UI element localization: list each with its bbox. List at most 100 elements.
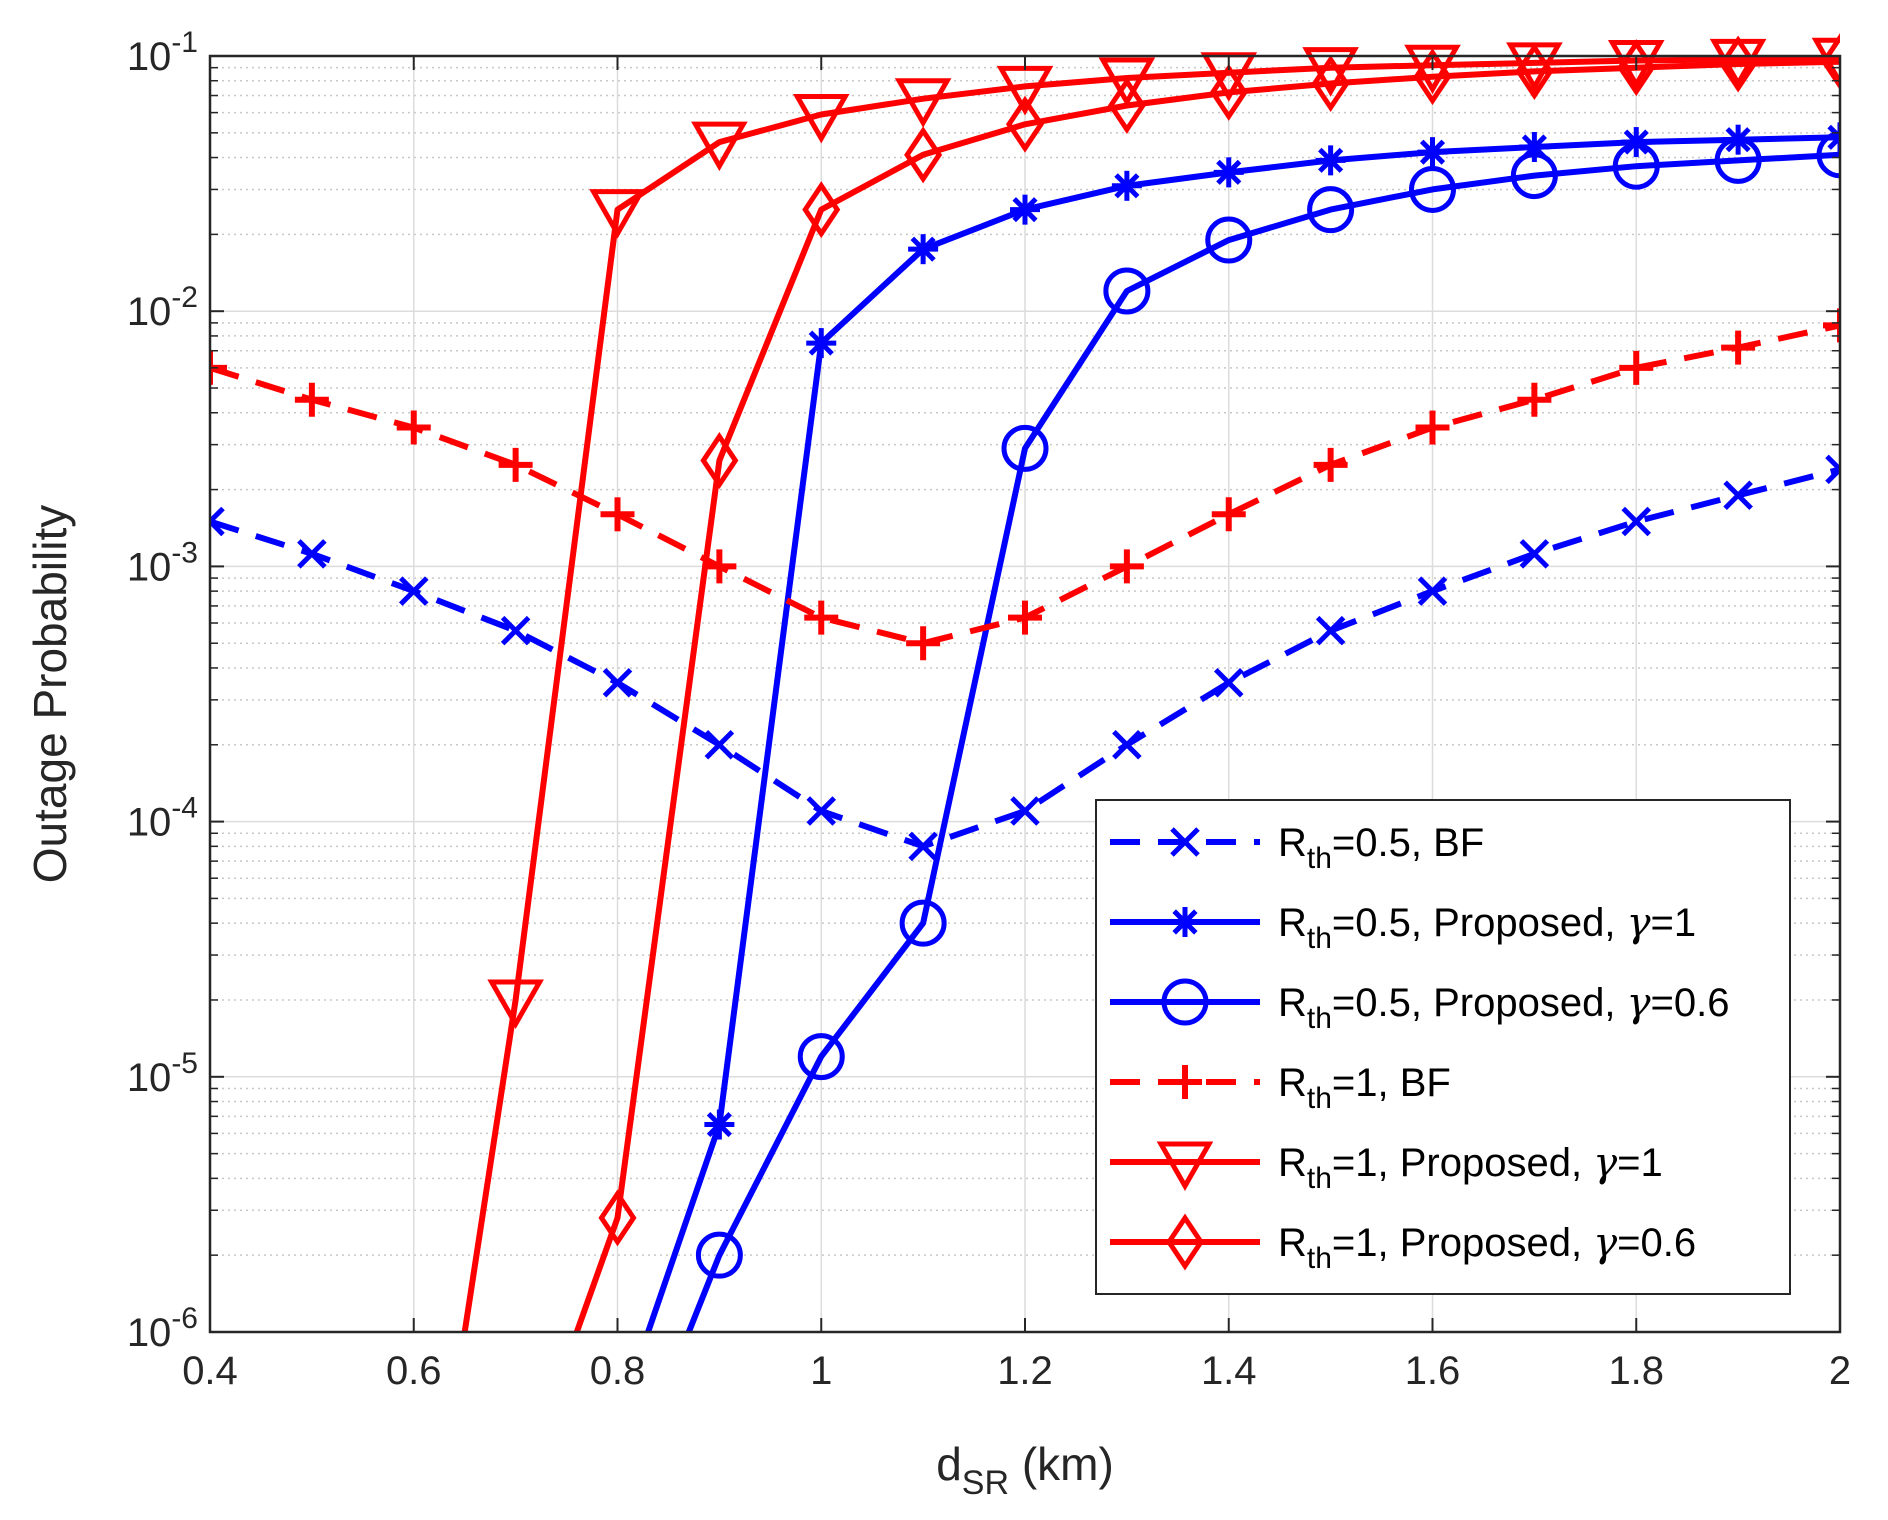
diamond-marker: [1413, 48, 1452, 106]
x-marker: [1112, 730, 1142, 760]
asterisk-marker: [1213, 157, 1244, 188]
y-tick-label: 10-4: [127, 792, 198, 845]
series-3: [210, 308, 1840, 661]
x-marker: [1621, 506, 1652, 537]
legend-entry: Rth=0.5, BF: [1110, 821, 1484, 875]
legend-label: Rth=0.5, Proposed, γ=1: [1278, 900, 1696, 955]
asterisk-marker: [1111, 170, 1142, 201]
y-tick-label: 10-6: [127, 1302, 198, 1355]
x-marker: [1010, 796, 1040, 826]
circle-marker: [1816, 131, 1840, 179]
x-tick-label: 1.2: [997, 1349, 1053, 1393]
x-marker: [602, 667, 633, 698]
plus-marker: [396, 410, 431, 445]
triangle-marker: [1156, 1141, 1214, 1192]
series-5: [573, 33, 1840, 1332]
circle-marker: [1714, 136, 1762, 184]
x-marker: [1723, 480, 1753, 511]
series-line: [686, 151, 1840, 1332]
series-2: [686, 131, 1840, 1332]
triangle-marker: [792, 93, 850, 144]
circle-marker: [1103, 267, 1151, 315]
legend-entry: Rth=0.5, Proposed, γ=0.6: [1110, 978, 1729, 1035]
circle-marker: [1409, 165, 1456, 213]
circle-marker: [1307, 186, 1355, 234]
diamond-marker: [1820, 33, 1840, 91]
asterisk-marker: [1315, 145, 1346, 176]
legend-entry: Rth=1, Proposed, γ=0.6: [1110, 1213, 1696, 1275]
triangle-marker: [1302, 47, 1359, 97]
series-line: [210, 466, 1840, 850]
diamond-marker: [1209, 63, 1248, 121]
x-tick-label: 0.6: [386, 1349, 442, 1393]
circle-marker: [1612, 142, 1660, 190]
diamond-marker: [802, 181, 841, 239]
series-0: [210, 454, 1840, 862]
triangle-marker: [487, 979, 544, 1030]
plus-marker: [1823, 308, 1840, 343]
x-marker: [806, 796, 837, 826]
x-tick-label: 1.8: [1608, 1349, 1664, 1393]
x-marker: [297, 539, 327, 569]
asterisk-marker: [1417, 137, 1448, 168]
triangle-marker: [1200, 52, 1258, 102]
circle-marker: [1001, 424, 1049, 472]
y-axis-title: Outage Probability: [24, 505, 76, 883]
x-marker: [1213, 667, 1244, 698]
triangle-marker: [1098, 57, 1156, 108]
x-tick-labels: 0.4 0.6 0.8 1 1.2 1.4 1.6 1.8 2: [182, 1349, 1851, 1393]
plus-marker: [1415, 410, 1450, 445]
asterisk-marker: [1621, 127, 1652, 158]
plus-marker: [1211, 497, 1246, 532]
x-marker: [1417, 576, 1448, 606]
legend-entry: Rth=1, BF: [1110, 1061, 1451, 1115]
plus-marker: [804, 600, 839, 635]
x-marker: [210, 506, 225, 537]
diamond-marker: [904, 126, 943, 184]
x-tick-label: 1.4: [1201, 1349, 1257, 1393]
minor-grid: [210, 66, 1840, 1256]
legend-label: Rth=0.5, BF: [1278, 821, 1484, 875]
triangle-marker: [894, 78, 952, 128]
plus-marker: [1168, 1065, 1202, 1099]
asterisk-marker: [806, 328, 837, 359]
circle-marker: [1205, 216, 1253, 264]
triangle-marker: [691, 121, 748, 172]
ticks-layer: [209, 55, 1841, 1333]
y-tick-label: 10-3: [127, 536, 198, 589]
diamond-marker: [1165, 1213, 1205, 1271]
asterisk-marker: [908, 234, 939, 265]
diamond-marker: [1311, 55, 1350, 113]
plus-marker: [1109, 549, 1144, 584]
circle-marker: [695, 1231, 743, 1279]
legend-entry: Rth=1, Proposed, γ=1: [1110, 1140, 1663, 1195]
legend-label: Rth=1, Proposed, γ=1: [1278, 1140, 1663, 1195]
asterisk-marker: [1170, 907, 1200, 937]
plus-marker: [1721, 330, 1756, 365]
diamond-marker: [1515, 42, 1554, 100]
legend-label: Rth=0.5, Proposed, γ=0.6: [1278, 980, 1729, 1035]
x-marker: [1519, 539, 1550, 569]
diamond-marker: [1107, 76, 1146, 134]
plus-marker: [1517, 382, 1552, 417]
asterisk-marker: [704, 1109, 735, 1140]
asterisk-marker: [1010, 194, 1040, 225]
diamond-marker: [598, 1189, 637, 1247]
plus-marker: [294, 382, 329, 417]
x-marker: [908, 831, 938, 862]
plus-marker: [498, 447, 533, 482]
y-tick-labels: 10-1 10-2 10-3 10-4 10-5 10-6: [127, 26, 198, 1355]
circle-marker: [797, 1033, 845, 1081]
series-1: [645, 122, 1840, 1332]
x-tick-label: 1.6: [1405, 1349, 1461, 1393]
circle-marker: [1510, 152, 1558, 200]
circle-marker: [899, 899, 947, 947]
x-tick-label: 2: [1829, 1349, 1851, 1393]
legend-label: Rth=1, Proposed, γ=0.6: [1278, 1220, 1696, 1275]
legend-box: [1095, 799, 1791, 1295]
x-marker: [500, 615, 531, 646]
y-tick-label: 10-1: [127, 26, 198, 79]
plus-marker: [1313, 447, 1348, 482]
plus-marker: [1619, 350, 1654, 385]
legend-entry: Rth=0.5, Proposed, γ=1: [1110, 900, 1696, 955]
